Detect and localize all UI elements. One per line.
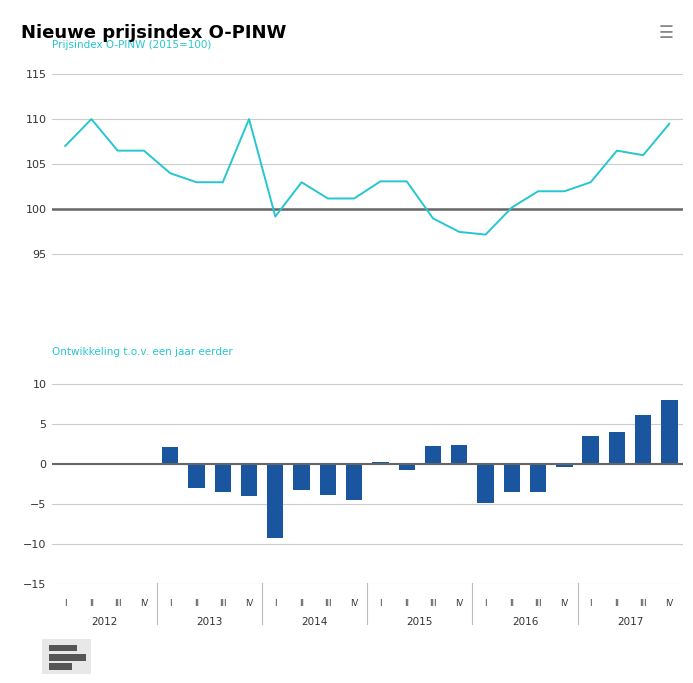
Bar <box>319 464 336 494</box>
Bar <box>188 464 204 488</box>
Bar <box>346 464 362 500</box>
Text: 2017: 2017 <box>617 617 643 627</box>
Bar <box>504 464 520 492</box>
Text: 2013: 2013 <box>196 617 223 627</box>
Bar <box>661 400 678 464</box>
Text: IV: IV <box>245 599 253 608</box>
Bar <box>267 464 283 538</box>
Text: III: III <box>640 599 647 608</box>
Text: IV: IV <box>560 599 568 608</box>
Text: 2014: 2014 <box>301 617 328 627</box>
Text: Prijsindex O-PINW (2015=100): Prijsindex O-PINW (2015=100) <box>52 40 211 50</box>
Bar <box>241 464 257 496</box>
Bar <box>477 464 493 503</box>
Text: 2012: 2012 <box>91 617 118 627</box>
Text: IV: IV <box>350 599 358 608</box>
Bar <box>608 432 625 464</box>
Text: I: I <box>379 599 382 608</box>
Bar <box>398 464 415 470</box>
Text: II: II <box>89 599 94 608</box>
Text: I: I <box>64 599 67 608</box>
Text: III: III <box>114 599 121 608</box>
Text: IV: IV <box>140 599 148 608</box>
Bar <box>162 447 178 464</box>
Text: III: III <box>324 599 332 608</box>
Text: III: III <box>534 599 542 608</box>
Bar <box>293 464 310 490</box>
Bar <box>49 645 76 651</box>
Text: III: III <box>429 599 437 608</box>
Bar <box>583 436 599 464</box>
Bar <box>49 663 71 670</box>
Text: Nieuwe prijsindex O-PINW: Nieuwe prijsindex O-PINW <box>21 24 286 42</box>
Text: I: I <box>274 599 277 608</box>
Text: II: II <box>194 599 199 608</box>
Text: IV: IV <box>455 599 464 608</box>
Text: I: I <box>589 599 592 608</box>
Bar <box>49 654 87 660</box>
Text: I: I <box>169 599 171 608</box>
Bar <box>372 462 389 464</box>
Text: III: III <box>219 599 227 608</box>
Text: II: II <box>509 599 514 608</box>
Text: II: II <box>299 599 304 608</box>
Bar <box>425 446 441 464</box>
Text: II: II <box>615 599 620 608</box>
Bar <box>556 464 572 467</box>
Text: I: I <box>484 599 486 608</box>
Bar <box>635 415 651 464</box>
Bar <box>530 464 546 492</box>
Text: ☰: ☰ <box>659 24 674 42</box>
Bar <box>215 464 231 492</box>
Text: II: II <box>404 599 409 608</box>
Bar <box>451 445 467 464</box>
Text: IV: IV <box>665 599 674 608</box>
Text: 2016: 2016 <box>511 617 538 627</box>
Text: Ontwikkeling t.o.v. een jaar eerder: Ontwikkeling t.o.v. een jaar eerder <box>52 347 233 357</box>
Text: 2015: 2015 <box>407 617 433 627</box>
